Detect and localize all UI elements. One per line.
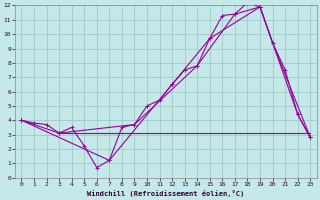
X-axis label: Windchill (Refroidissement éolien,°C): Windchill (Refroidissement éolien,°C) bbox=[87, 190, 244, 197]
